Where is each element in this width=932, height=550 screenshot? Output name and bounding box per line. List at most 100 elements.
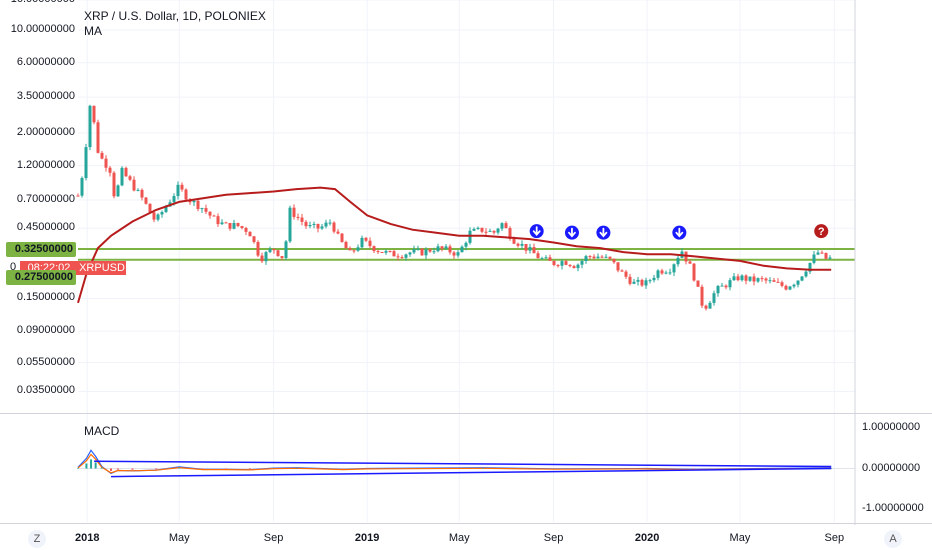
candle-body <box>792 284 796 287</box>
candle-body <box>460 246 464 253</box>
candle-body <box>596 256 600 259</box>
candle-body <box>408 252 412 255</box>
candle-body <box>296 216 300 218</box>
candle-body <box>480 227 484 232</box>
candle-body <box>800 276 804 281</box>
candle-body <box>768 280 772 282</box>
candle-body <box>244 227 248 232</box>
candle-body <box>568 264 572 267</box>
candle-body <box>444 246 448 249</box>
candle-body <box>748 276 752 281</box>
candle-body <box>432 251 436 253</box>
candle-body <box>140 189 144 198</box>
macd-trendline <box>94 460 832 468</box>
down-arrow-icon <box>529 224 544 239</box>
price-tag-zero: 0 <box>10 261 17 273</box>
candle-body <box>292 207 296 217</box>
candle-body <box>368 240 372 247</box>
candle-body <box>780 282 784 286</box>
candle-body <box>380 252 384 254</box>
candle-body <box>176 184 180 197</box>
candle-body <box>628 276 632 284</box>
candle-body <box>152 212 156 220</box>
candle-body <box>328 222 332 224</box>
indicator-label-ma[interactable]: MA <box>84 24 102 38</box>
candle-body <box>332 222 336 232</box>
macd-signal-line <box>77 453 832 474</box>
candle-body <box>496 228 500 233</box>
candle-body <box>572 266 576 269</box>
price-tick-label: 6.00000000 <box>16 55 75 68</box>
candle-body <box>712 293 716 303</box>
candle-body <box>704 305 708 309</box>
candle-body <box>456 252 460 256</box>
candle-body <box>564 261 568 265</box>
candle-body <box>416 248 420 250</box>
time-tick-label: Sep <box>824 532 845 544</box>
candle-body <box>256 242 260 256</box>
candle-body <box>744 275 748 281</box>
candle-body <box>612 258 616 263</box>
auto-scale-toggle-button[interactable]: A <box>884 530 902 548</box>
candle-body <box>592 256 596 259</box>
price-tick-label: 3.50000000 <box>16 90 75 103</box>
candle-body <box>788 286 792 290</box>
candle-body <box>344 241 348 249</box>
indicator-label-macd[interactable]: MACD <box>84 424 120 438</box>
candle-body <box>320 226 324 229</box>
candle-body <box>696 280 700 287</box>
time-tick-label: May <box>448 532 470 544</box>
candle-body <box>520 243 524 246</box>
candle-body <box>656 270 660 278</box>
price-tick-label: 0.70000000 <box>16 193 75 205</box>
candle-body <box>508 228 512 239</box>
candle-body <box>236 222 240 227</box>
candle-body <box>112 172 116 197</box>
down-arrow-glyph <box>568 227 576 238</box>
time-tick-label: Sep <box>263 532 284 544</box>
candle-body <box>400 257 404 259</box>
candle-body <box>736 276 740 281</box>
candle-body <box>300 217 304 222</box>
candle-body <box>200 208 204 210</box>
log-scale-toggle-button[interactable]: Z <box>28 530 46 548</box>
candle-body <box>340 233 344 242</box>
candle-body <box>620 270 624 272</box>
candle-body <box>644 280 648 286</box>
candle-body <box>164 206 168 213</box>
candle-body <box>108 167 112 173</box>
candle-body <box>616 262 620 271</box>
candle-body <box>664 272 668 274</box>
candle-body <box>472 228 476 231</box>
time-tick-label: Sep <box>543 532 564 544</box>
candle-body <box>96 122 100 153</box>
candle-body <box>100 152 104 159</box>
candle-body <box>208 211 212 216</box>
price-tick-label: 1.20000000 <box>16 158 75 171</box>
price-tick-label: 16.00000000 <box>0 0 75 5</box>
candle-body <box>452 252 456 256</box>
candle-body <box>204 208 208 212</box>
candle-body <box>348 248 352 251</box>
candle-body <box>776 281 780 283</box>
candle-body <box>688 261 692 264</box>
candle-body <box>280 256 284 258</box>
candle-body <box>752 276 756 282</box>
candle-body <box>528 247 532 251</box>
candle-body <box>428 249 432 252</box>
candle-body <box>396 256 400 258</box>
candle-body <box>248 231 252 237</box>
candle-body <box>636 279 640 282</box>
question-circle <box>814 224 829 239</box>
candle-body <box>148 203 152 213</box>
macd-tick-label: 0.00000000 <box>862 461 921 474</box>
price-tick-label: 2.00000000 <box>16 125 75 138</box>
candle-body <box>92 105 96 123</box>
candle-body <box>84 147 88 179</box>
candle-body <box>316 223 320 229</box>
candle-body <box>608 256 612 259</box>
macd-tick-label: 1.00000000 <box>862 421 921 434</box>
candle-body <box>156 214 160 220</box>
candle-body <box>500 223 504 229</box>
